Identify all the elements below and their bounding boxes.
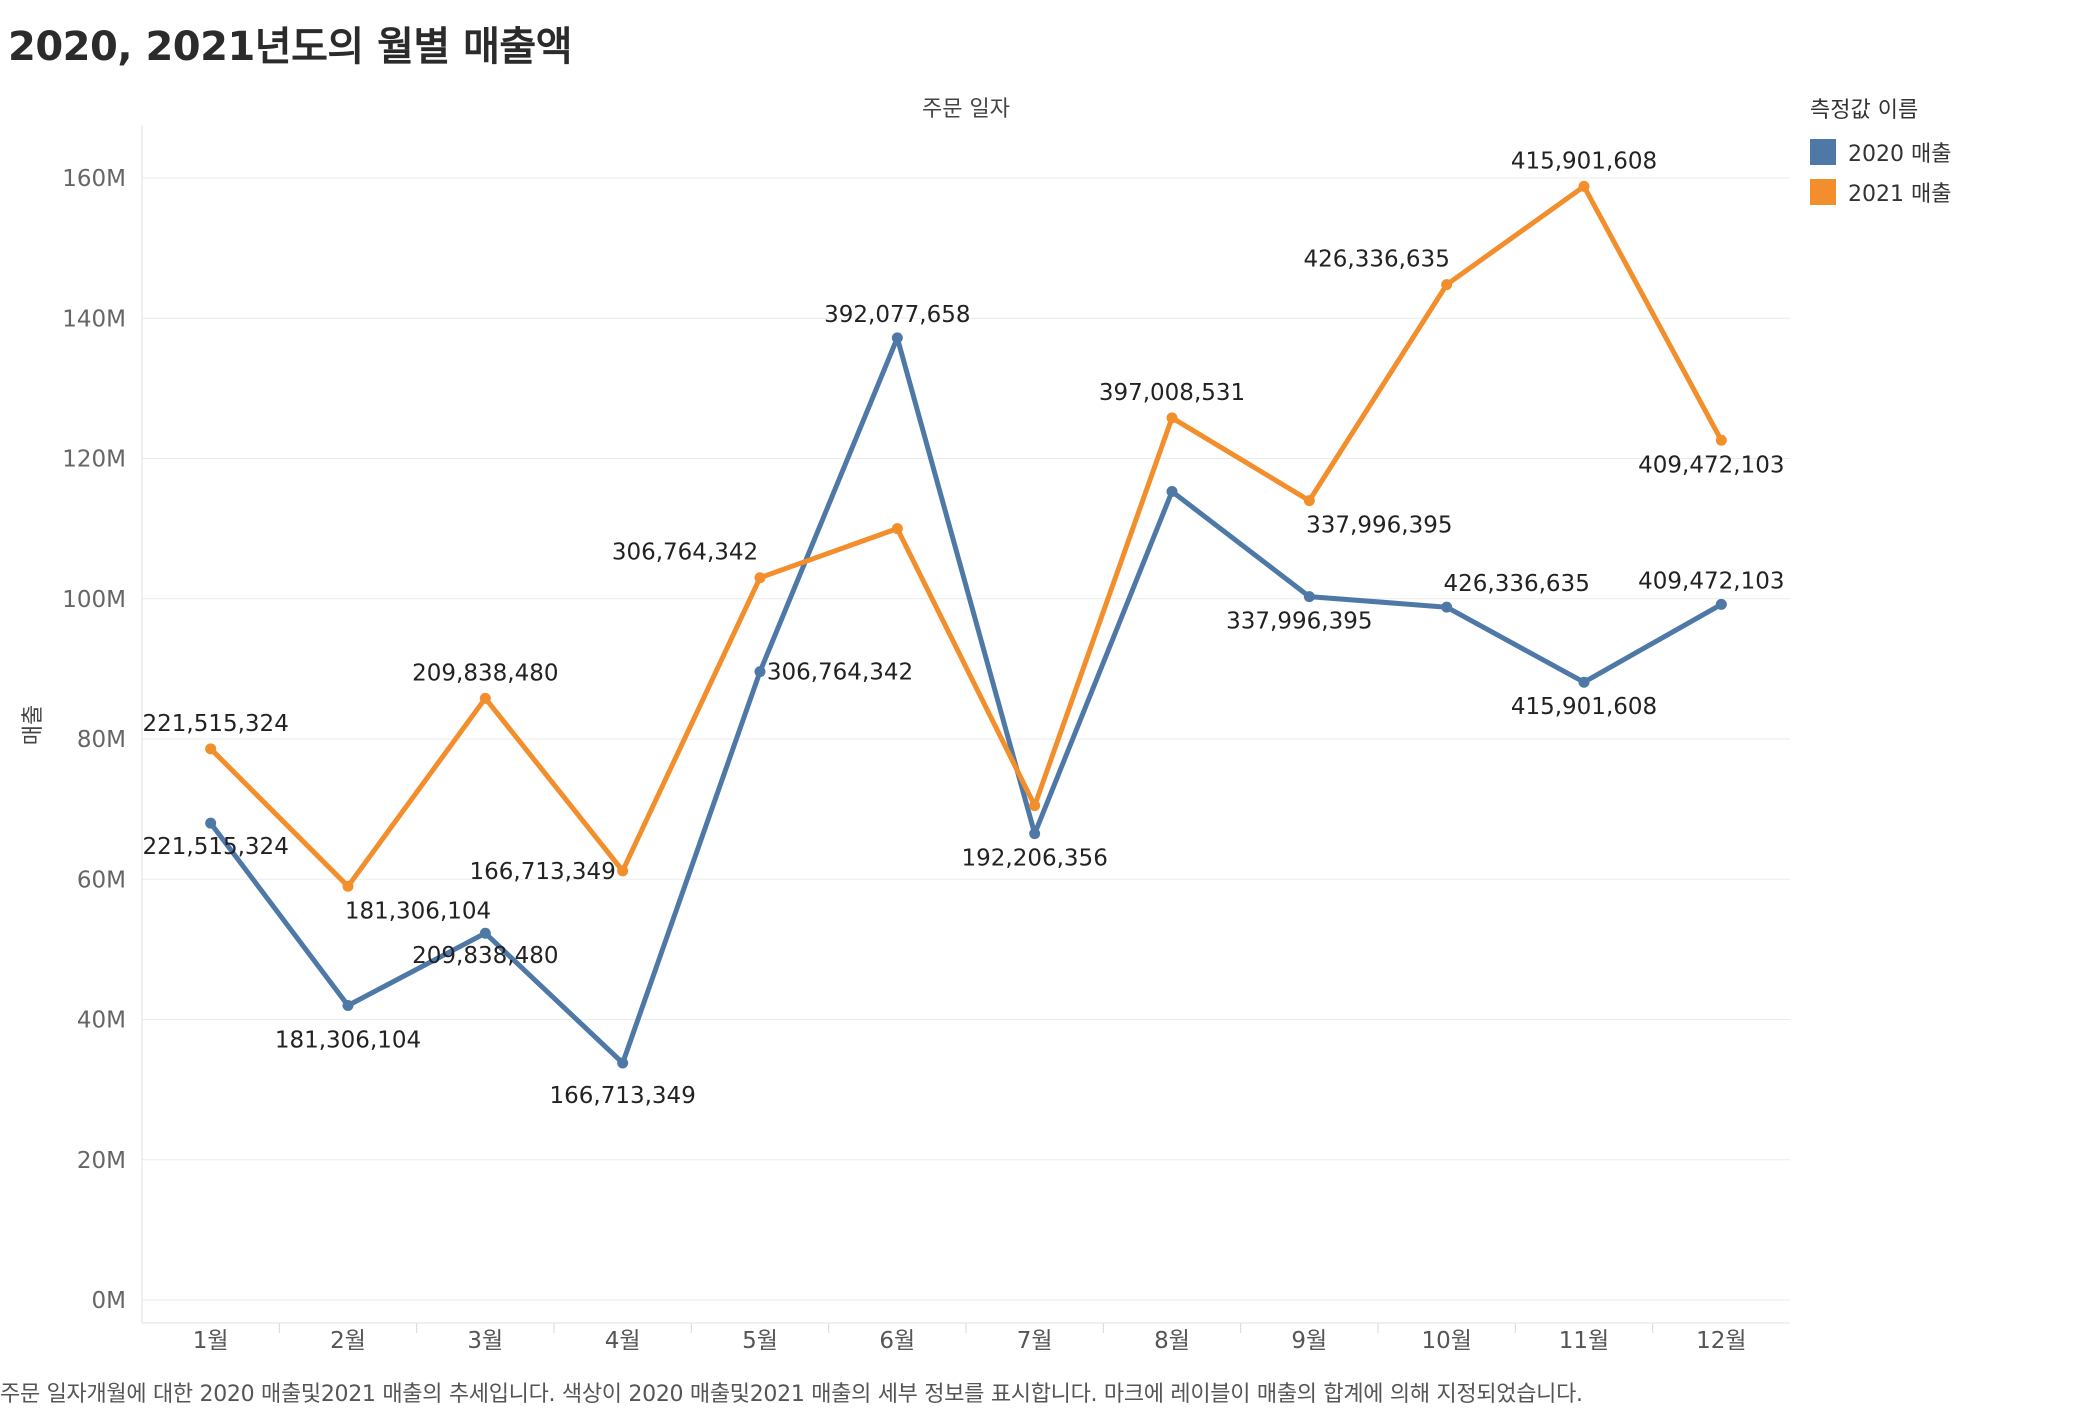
data-point xyxy=(891,523,903,535)
data-point xyxy=(754,572,766,584)
data-label: 397,008,531 xyxy=(1099,380,1245,406)
data-point xyxy=(479,927,491,939)
x-tick-label: 6월 xyxy=(879,1328,915,1354)
data-label: 409,472,103 xyxy=(1638,452,1784,478)
x-tick-label: 1월 xyxy=(193,1328,229,1354)
y-tick-label: 0M xyxy=(92,1288,126,1314)
data-label: 409,472,103 xyxy=(1638,568,1784,594)
x-tick-label: 11월 xyxy=(1559,1328,1609,1354)
data-label: 209,838,480 xyxy=(412,660,558,686)
x-tick-label: 8월 xyxy=(1154,1328,1190,1354)
data-label: 337,996,395 xyxy=(1226,609,1372,635)
x-tick-label: 2월 xyxy=(330,1328,366,1354)
legend-item-2020[interactable]: 2020 매출 xyxy=(1810,132,1951,172)
legend-swatch-2020 xyxy=(1810,139,1836,165)
legend-label-2020: 2020 매출 xyxy=(1848,142,1952,167)
series-layer xyxy=(205,180,1727,1069)
data-point xyxy=(1441,279,1453,291)
data-label: 306,764,342 xyxy=(767,660,913,686)
data-label: 337,996,395 xyxy=(1306,513,1452,539)
x-tick-label: 4월 xyxy=(605,1328,641,1354)
data-point xyxy=(1166,485,1178,497)
data-point xyxy=(479,692,491,704)
data-label: 415,901,608 xyxy=(1511,694,1657,720)
data-point xyxy=(342,880,354,892)
legend-title: 측정값 이름 xyxy=(1810,98,1919,123)
y-tick-label: 80M xyxy=(77,727,126,753)
data-point xyxy=(617,865,629,877)
x-tick-label: 9월 xyxy=(1291,1328,1327,1354)
data-label: 181,306,104 xyxy=(345,898,491,924)
axis-layer: 0M 20M 40M 60M 80M 100M 120M 140M 160M 1월 2월 3월 4월 5월… xyxy=(21,97,1790,1354)
x-tick-label: 5월 xyxy=(742,1328,778,1354)
y-tick-label: 160M xyxy=(62,166,126,192)
y-tick-label: 140M xyxy=(62,306,126,332)
data-point xyxy=(1715,434,1727,446)
x-axis-title: 주문 일자 xyxy=(922,97,1010,122)
data-label: 306,764,342 xyxy=(612,540,758,566)
data-point xyxy=(891,332,903,344)
grid-layer xyxy=(142,177,1790,1301)
data-point xyxy=(1029,800,1041,812)
legend-item-2021[interactable]: 2021 매출 xyxy=(1810,172,1951,212)
data-label: 426,336,635 xyxy=(1444,571,1590,597)
y-tick-label: 120M xyxy=(62,447,126,473)
data-point xyxy=(1715,598,1727,610)
data-point xyxy=(205,817,217,829)
y-axis-title: 매출 xyxy=(21,705,46,745)
chart-caption: 주문 일자개월에 대한 2020 매출및2021 매출의 추세입니다. 색상이 … xyxy=(0,1382,1583,1407)
y-tick-label: 100M xyxy=(62,587,126,613)
data-point xyxy=(1578,676,1590,688)
data-label: 221,515,324 xyxy=(143,711,289,737)
data-point xyxy=(342,999,354,1011)
y-tick-label: 60M xyxy=(77,867,126,893)
x-tick-label: 12월 xyxy=(1696,1328,1746,1354)
data-label: 426,336,635 xyxy=(1304,247,1450,273)
series-line-2021 xyxy=(208,183,1724,889)
data-label: 221,515,324 xyxy=(143,834,289,860)
x-tick-label: 10월 xyxy=(1421,1328,1471,1354)
data-label: 209,838,480 xyxy=(412,943,558,969)
data-label: 415,901,608 xyxy=(1511,148,1657,174)
legend-label-2021: 2021 매출 xyxy=(1848,182,1952,207)
series-line-2020 xyxy=(208,335,1724,1066)
x-tick-label: 3월 xyxy=(467,1328,503,1354)
data-point xyxy=(1166,412,1178,424)
data-label: 181,306,104 xyxy=(275,1027,421,1053)
chart-title: 2020, 2021년도의 월별 매출액 xyxy=(8,24,573,70)
data-point xyxy=(1303,591,1315,603)
data-point xyxy=(1441,601,1453,613)
data-label: 192,206,356 xyxy=(962,846,1108,872)
data-point xyxy=(754,666,766,678)
y-tick-label: 20M xyxy=(77,1148,126,1174)
data-label: 392,077,658 xyxy=(824,302,970,328)
legend: 측정값 이름 2020 매출 2021 매출 xyxy=(1810,92,1951,212)
data-point xyxy=(1029,828,1041,840)
y-tick-label: 40M xyxy=(77,1008,126,1034)
data-label: 166,713,349 xyxy=(550,1083,696,1109)
data-point xyxy=(617,1057,629,1069)
legend-swatch-2021 xyxy=(1810,179,1836,205)
data-point xyxy=(1578,180,1590,192)
data-label: 166,713,349 xyxy=(470,859,616,885)
data-point xyxy=(1303,495,1315,507)
x-tick-label: 7월 xyxy=(1017,1328,1053,1354)
data-label-layer: 221,515,324 181,306,104 209,838,480 166,713… xyxy=(143,148,1785,1109)
data-point xyxy=(205,743,217,755)
